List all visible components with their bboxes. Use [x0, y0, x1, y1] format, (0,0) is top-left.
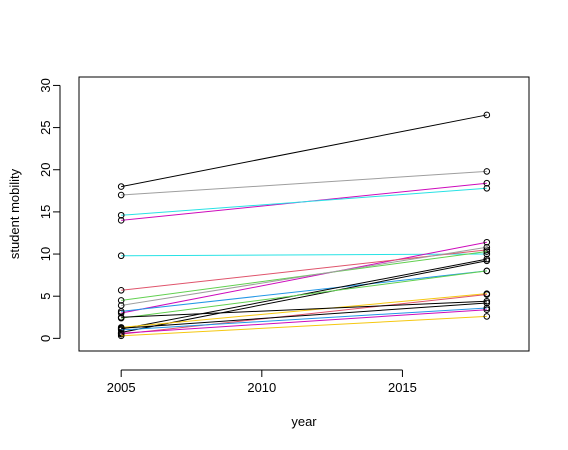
plot-frame [78, 76, 530, 352]
data-point [483, 244, 491, 251]
data-point [483, 291, 491, 298]
data-point [117, 211, 125, 219]
y-tick-label: 15 [38, 205, 53, 219]
y-tick-label: 0 [38, 335, 53, 342]
data-point [117, 313, 125, 321]
y-tick-label: 10 [38, 247, 53, 261]
series-2 [117, 168, 491, 199]
data-point [483, 111, 491, 119]
series-1 [117, 111, 491, 190]
data-point [483, 299, 491, 307]
y-axis: 0 5 10 15 20 25 30 [38, 78, 61, 342]
data-point [483, 267, 491, 275]
series-line [121, 307, 487, 331]
data-point [117, 191, 125, 199]
data-point [483, 248, 491, 255]
data-point [483, 184, 491, 192]
series-line [121, 241, 487, 314]
series-line [121, 270, 487, 319]
series-line [121, 294, 487, 335]
series-line [121, 187, 487, 216]
x-tick-label: 2015 [388, 380, 417, 395]
data-point [483, 238, 491, 246]
x-tick-label: 2010 [247, 380, 276, 395]
data-point [117, 332, 125, 340]
series-line [121, 170, 487, 196]
series-4 [117, 184, 491, 219]
series-line [121, 293, 487, 328]
series-line [121, 300, 487, 318]
data-point [483, 168, 491, 175]
series-16 [117, 297, 491, 321]
series-20 [117, 313, 491, 340]
series-line [121, 246, 487, 306]
series-line [121, 315, 487, 337]
series-line [121, 270, 487, 312]
series-line [121, 114, 487, 188]
x-axis-title: year [291, 414, 317, 429]
y-tick-label: 5 [38, 293, 53, 300]
x-tick-label: 2005 [107, 380, 136, 395]
data-point [117, 217, 125, 224]
series-line [121, 302, 487, 329]
data-point [483, 257, 491, 265]
data-point [117, 183, 125, 190]
x-axis: 2005 2010 2015 [107, 369, 417, 395]
series-line [121, 309, 487, 334]
y-tick-label: 30 [38, 78, 53, 92]
y-axis-title: student mobility [7, 168, 22, 259]
data-point [483, 250, 491, 258]
data-point [483, 313, 491, 320]
series-19 [117, 306, 491, 337]
y-tick-label: 20 [38, 163, 53, 177]
data-point [117, 252, 125, 260]
series-group [117, 111, 491, 340]
data-point [483, 179, 491, 187]
data-point [117, 329, 125, 337]
series-10 [117, 267, 491, 315]
data-point [117, 297, 125, 304]
data-point [117, 286, 125, 294]
data-point [483, 306, 491, 313]
series-line [121, 260, 487, 333]
y-tick-label: 25 [38, 120, 53, 134]
